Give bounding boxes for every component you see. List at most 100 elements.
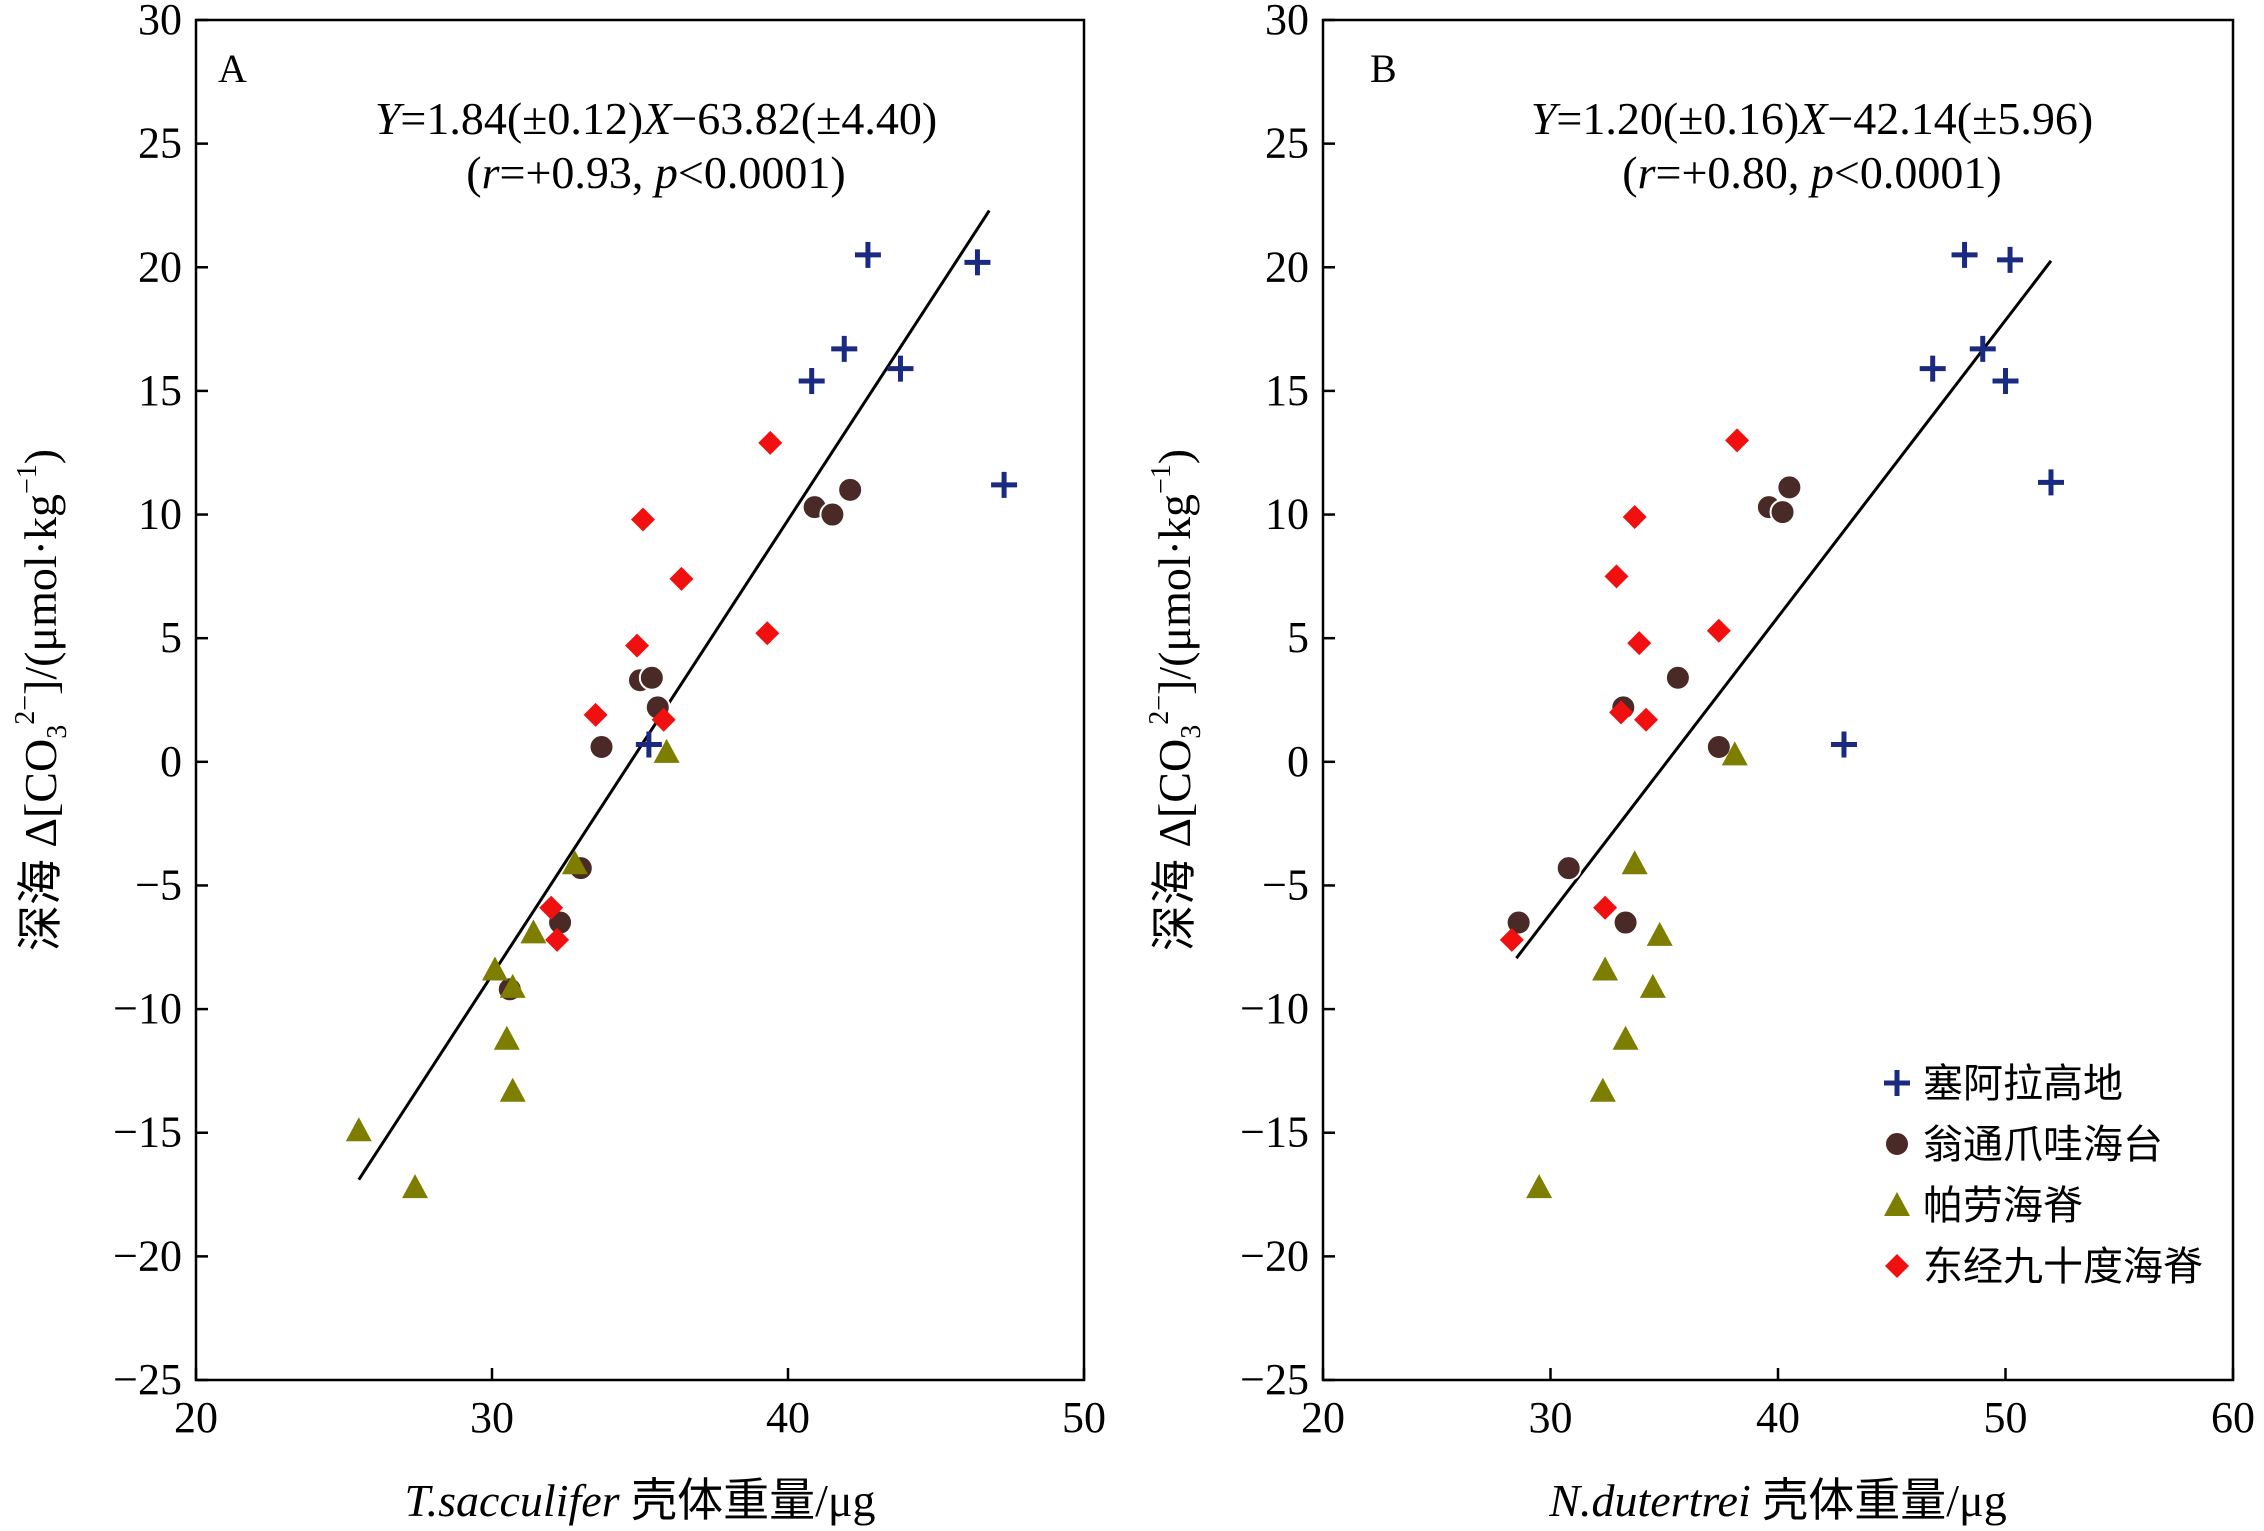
diamond-point — [1622, 505, 1647, 530]
triangle-point — [1639, 973, 1666, 998]
x-axis-ticks-b: 20 30 40 50 60 — [1301, 1368, 2255, 1442]
triangle-point — [1592, 956, 1619, 981]
y-tick-label-b: 5 — [1287, 613, 1309, 662]
circle-point — [1776, 474, 1803, 501]
y-tick-label-b: 0 — [1287, 737, 1309, 786]
y-tick-label-a: −10 — [113, 984, 182, 1033]
y-tick-label-b: −20 — [1240, 1231, 1309, 1280]
cross-point — [964, 249, 991, 276]
y-axis-ticks-a: 30 25 20 15 10 5 0 −5 −10 −15 −20 −25 — [113, 0, 208, 1404]
x-tick-label-b: 40 — [1756, 1393, 1800, 1442]
circle-point — [638, 664, 665, 691]
panel-label-b: B — [1370, 46, 1397, 91]
cross-point — [1992, 368, 2019, 395]
circle-point — [819, 501, 846, 528]
triangle-point — [499, 1077, 526, 1102]
diamond-point — [755, 621, 780, 646]
triangle-point — [402, 1174, 429, 1199]
cross-point — [1919, 355, 1946, 382]
y-tick-label-b: 15 — [1265, 366, 1309, 415]
diamond-point — [539, 895, 564, 920]
triangle-legend-marker — [1884, 1192, 1910, 1216]
y-tick-label-b: 20 — [1265, 242, 1309, 291]
y-tick-label-b: −5 — [1262, 860, 1309, 909]
x-tick-label-b: 60 — [2211, 1393, 2255, 1442]
x-axis-label-b: N.dutertrei 壳体重量/μg — [1548, 1475, 2006, 1526]
diamond-point — [758, 430, 783, 455]
equation-b: Y=1.20(±0.16)X−42.14(±5.96) — [1531, 93, 2093, 144]
regression-line — [1515, 259, 2053, 960]
equation-a: Y=1.84(±0.12)X−63.82(±4.40) — [375, 93, 937, 144]
y-tick-label-a: −5 — [135, 860, 182, 909]
triangle-point — [1621, 850, 1648, 875]
triangle-point — [520, 919, 547, 944]
legend-item: 东经九十度海脊 — [1885, 1244, 2203, 1289]
circle-point — [1612, 909, 1639, 936]
y-axis-label-b: 深海 Δ[CO32−]/(μmol·kg−1) — [1144, 449, 1207, 951]
cross-point — [1997, 246, 2024, 273]
circle-point — [1769, 499, 1796, 526]
diamond-point — [1609, 700, 1634, 725]
legend-label: 东经九十度海脊 — [1923, 1244, 2203, 1289]
x-axis-ticks-a: 20 30 40 50 — [174, 1368, 1106, 1442]
x-tick-label-a: 30 — [470, 1393, 514, 1442]
y-tick-label-b: −25 — [1240, 1355, 1309, 1404]
regression-line — [357, 209, 991, 1181]
cross-point — [854, 241, 881, 268]
stats-b: (r=+0.80, p<0.0001) — [1622, 147, 2001, 198]
y-tick-label-a: −20 — [113, 1231, 182, 1280]
circle-point — [1555, 855, 1582, 882]
triangle-point — [653, 738, 680, 763]
circle-legend-marker — [1884, 1131, 1910, 1157]
cross-point — [2038, 469, 2064, 496]
cross-point — [887, 355, 914, 382]
y-tick-label-b: −10 — [1240, 984, 1309, 1033]
diamond-point — [1593, 895, 1618, 920]
legend-label: 帕劳海脊 — [1923, 1183, 2083, 1228]
stats-a: (r=+0.93, p<0.0001) — [466, 147, 845, 198]
y-tick-label-a: 15 — [138, 366, 182, 415]
triangle-point — [499, 973, 526, 998]
circle-point — [1664, 664, 1691, 691]
diamond-point — [1604, 564, 1629, 589]
y-tick-label-a: 30 — [138, 0, 182, 44]
diamond-point — [651, 707, 676, 732]
x-tick-label-a: 50 — [1062, 1393, 1106, 1442]
cross-point — [635, 731, 662, 758]
triangle-point — [1589, 1077, 1616, 1102]
cross-point — [1969, 335, 1996, 362]
diamond-point — [1725, 428, 1750, 453]
y-axis-label-a: 深海 Δ[CO32−]/(μmol·kg−1) — [10, 449, 73, 951]
diamond-point — [1499, 927, 1524, 952]
circle-point — [837, 476, 864, 503]
triangle-point — [1526, 1174, 1553, 1199]
cross-point — [798, 368, 825, 395]
legend-label: 翁通爪哇海台 — [1923, 1122, 2163, 1167]
diamond-point — [669, 566, 694, 591]
diamond-point — [1627, 631, 1652, 656]
cross-point — [991, 471, 1018, 498]
diamond-point — [1706, 618, 1731, 643]
data-points-b — [1499, 241, 2064, 1199]
y-axis-ticks-b: 30 25 20 15 10 5 0 −5 −10 −15 −20 −25 — [1240, 0, 1335, 1404]
legend-item: 帕劳海脊 — [1884, 1183, 2083, 1228]
circle-point — [1705, 733, 1732, 760]
diamond-legend-marker — [1885, 1254, 1909, 1278]
diamond-point — [583, 702, 608, 727]
diamond-point — [545, 927, 570, 952]
circle-point — [1505, 909, 1532, 936]
regression-line-b — [1515, 259, 2053, 960]
legend-label: 塞阿拉高地 — [1923, 1061, 2123, 1106]
data-points-a — [345, 241, 1018, 1199]
cross-legend-marker — [1884, 1070, 1910, 1096]
y-tick-label-a: −15 — [113, 1108, 182, 1157]
legend-item: 翁通爪哇海台 — [1884, 1122, 2163, 1167]
x-tick-label-b: 20 — [1301, 1393, 1345, 1442]
x-tick-label-a: 20 — [174, 1393, 218, 1442]
triangle-point — [1612, 1025, 1639, 1050]
triangle-point — [1646, 921, 1673, 946]
cross-point — [831, 335, 858, 362]
